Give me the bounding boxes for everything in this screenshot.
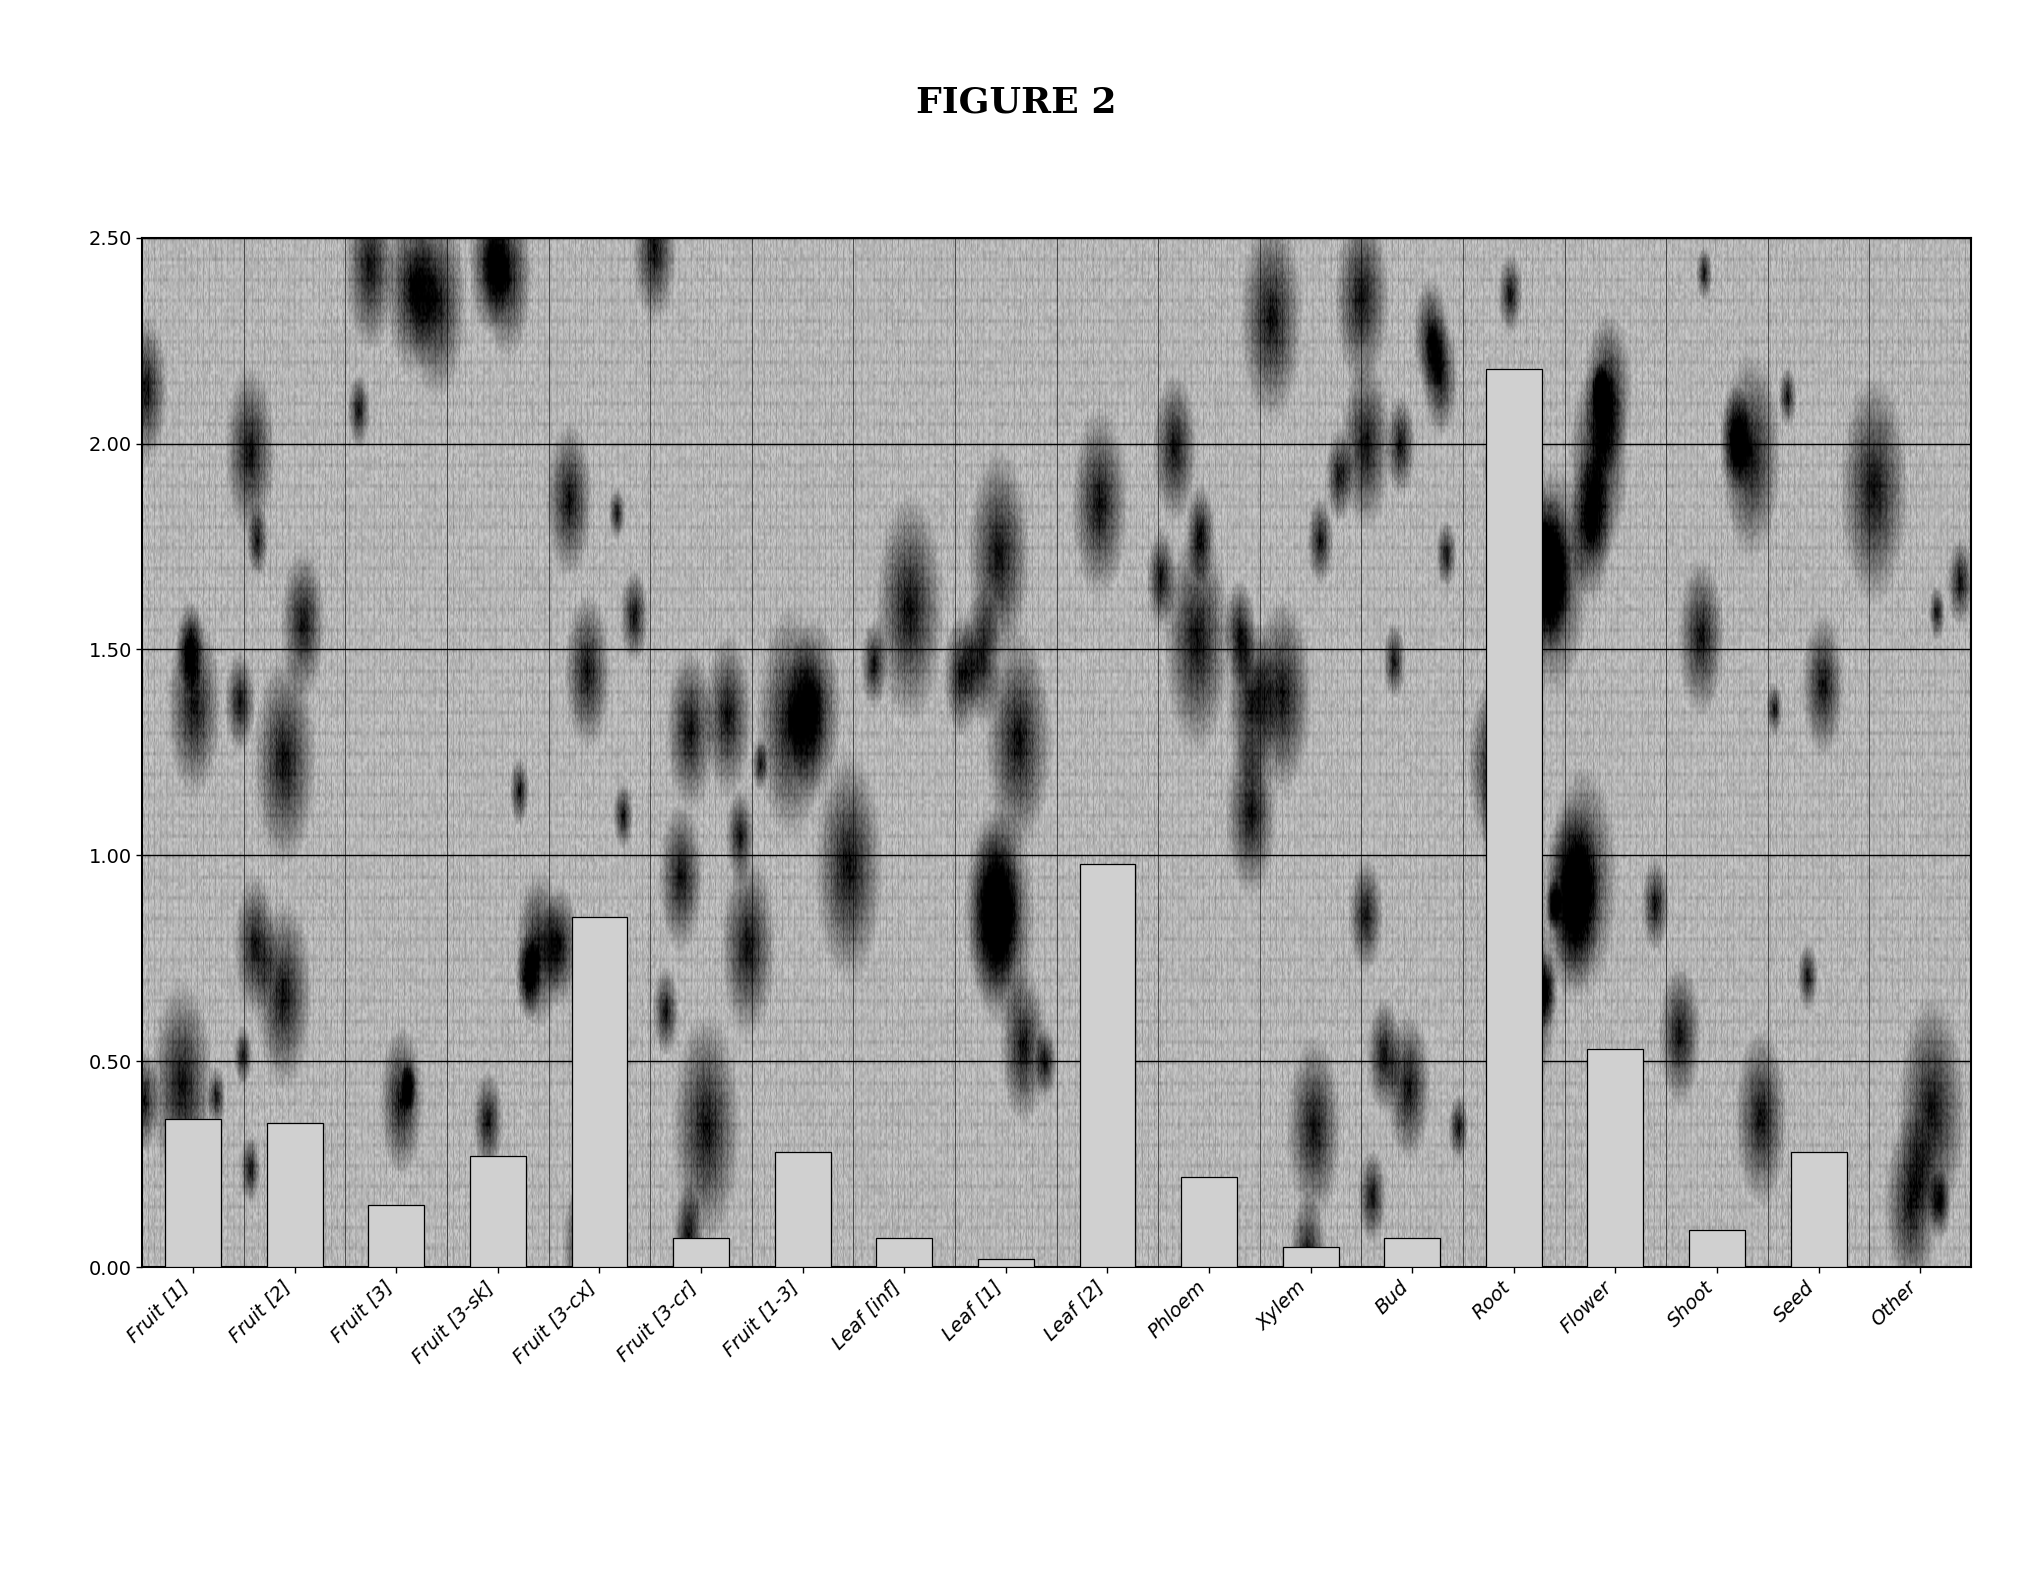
Bar (673, 1239, 729, 1267)
Bar (1384, 1239, 1441, 1267)
Text: FIGURE 2: FIGURE 2 (916, 86, 1116, 120)
Bar (368, 1205, 425, 1267)
Bar (165, 1118, 221, 1267)
Bar (977, 1259, 1034, 1267)
Bar (1790, 1152, 1847, 1267)
Bar (1079, 863, 1136, 1267)
Bar (1282, 1247, 1339, 1267)
Bar (1485, 369, 1542, 1267)
Bar (876, 1239, 933, 1267)
Bar (1181, 1177, 1237, 1267)
Bar (571, 917, 628, 1267)
Bar (266, 1123, 323, 1267)
Bar (1689, 1231, 1745, 1267)
Bar (1587, 1049, 1644, 1267)
Bar (469, 1156, 526, 1267)
Bar (774, 1152, 831, 1267)
